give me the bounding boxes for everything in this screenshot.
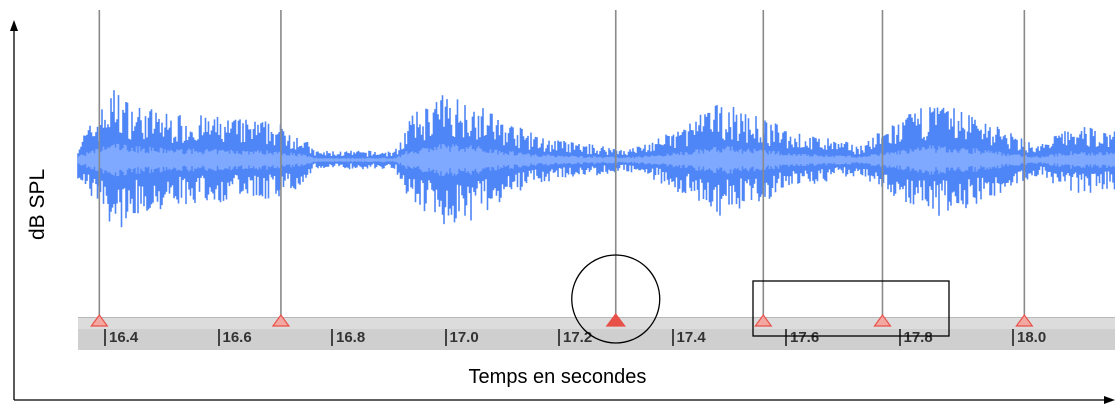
ruler-tick-label: 17.2 [558, 329, 592, 346]
time-ruler-marker-track [78, 317, 1115, 329]
ruler-tick-label: 16.6 [217, 329, 252, 346]
y-axis-arrowhead [10, 20, 18, 31]
ruler-tick-label: 16.4 [104, 329, 138, 346]
ruler-tick-label: 17.4 [671, 329, 706, 346]
ruler-tick-label: 17.8 [898, 329, 933, 346]
ruler-tick-label: 16.8 [331, 329, 365, 346]
waveform [77, 90, 1115, 228]
x-axis-arrowhead [1104, 396, 1115, 404]
ruler-tick-label: 17.6 [785, 329, 819, 346]
ruler-tick-label: 18.0 [1012, 329, 1046, 346]
y-axis-label: dB SPL [26, 168, 49, 240]
ruler-tick-label: 17.0 [444, 329, 479, 346]
waveform-core [77, 143, 1115, 177]
x-axis-label: Temps en secondes [468, 366, 647, 388]
